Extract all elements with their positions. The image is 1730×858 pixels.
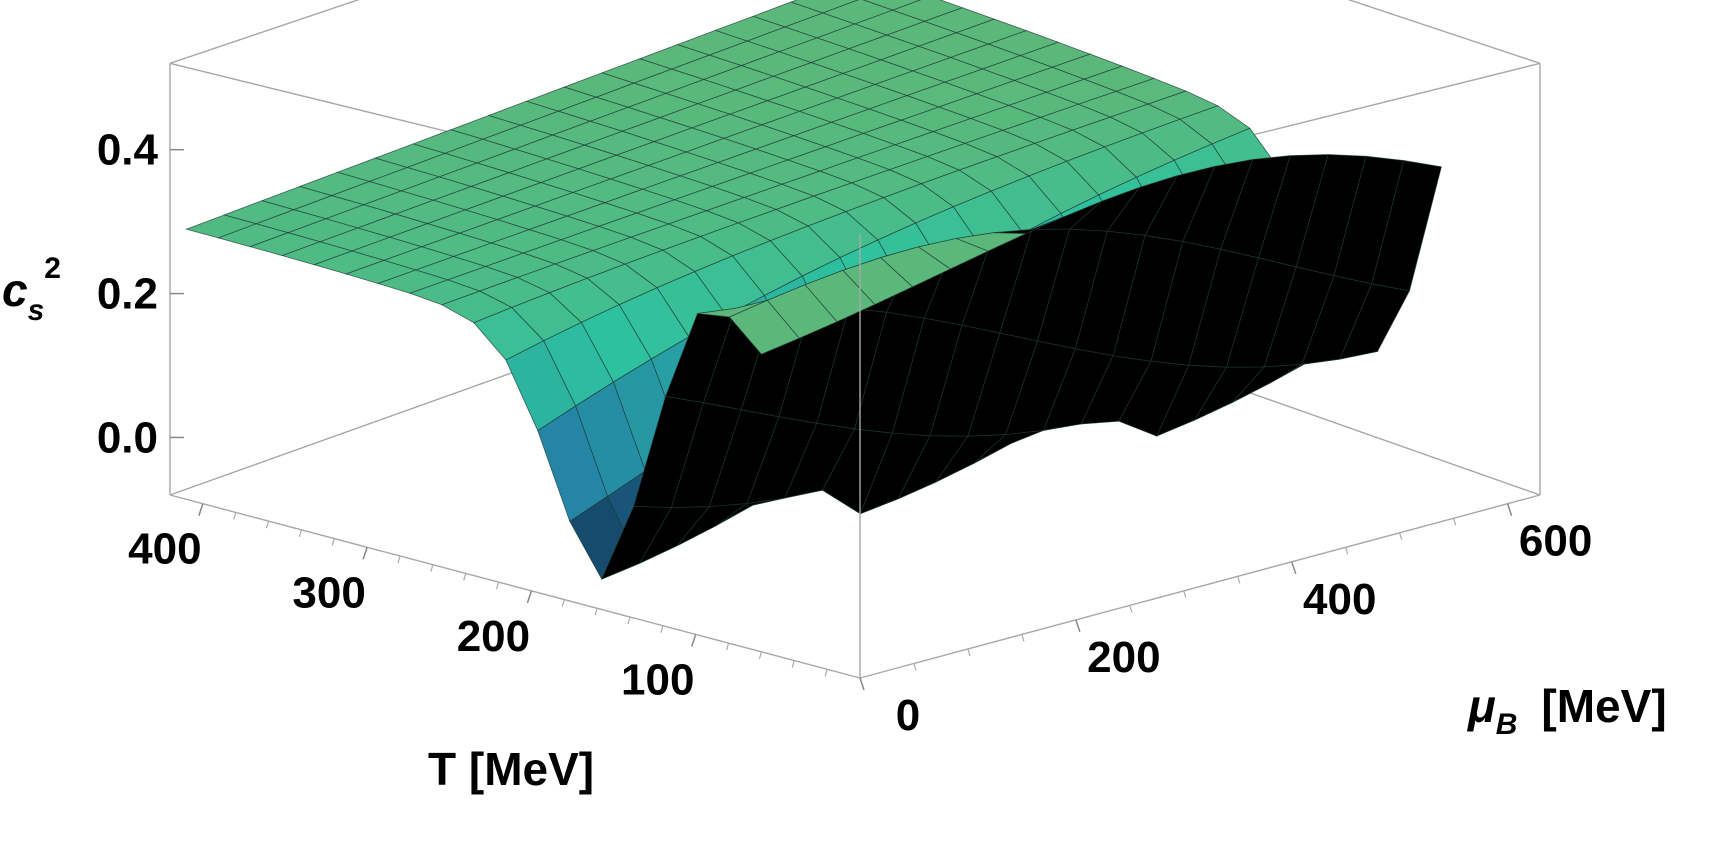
t-tick-mark bbox=[198, 503, 204, 516]
z-axis-title: cs2 bbox=[2, 252, 61, 327]
t-tick-label: 400 bbox=[128, 525, 201, 574]
t-minor-tick bbox=[824, 669, 828, 677]
z-tick-label: 0.2 bbox=[97, 270, 158, 319]
t-tick-label: 300 bbox=[292, 568, 365, 617]
t-minor-tick bbox=[791, 660, 795, 668]
t-tick-mark bbox=[691, 634, 697, 647]
surface-plot bbox=[185, 0, 1442, 580]
box-edge bbox=[169, 0, 360, 65]
mu-minor-tick bbox=[1129, 605, 1133, 613]
mu-minor-tick bbox=[913, 663, 917, 671]
mu-tick-mark bbox=[1075, 619, 1081, 633]
t-minor-tick bbox=[725, 642, 730, 651]
mu-tick-mark bbox=[1291, 561, 1297, 575]
mu-axis-title: μB [MeV] bbox=[1466, 680, 1667, 741]
mu-minor-tick bbox=[1399, 532, 1403, 540]
t-minor-tick bbox=[495, 581, 500, 590]
t-tick-mark bbox=[526, 590, 533, 604]
axis-ticks: 0.0 0.2 0.4 100 200 300 400 0 200 400 600 bbox=[97, 126, 1593, 740]
box-edge bbox=[169, 494, 861, 679]
t-minor-tick bbox=[660, 625, 664, 633]
mu-minor-tick bbox=[1183, 590, 1187, 599]
bounding-box-front bbox=[169, 63, 1541, 679]
box-edge bbox=[859, 494, 1541, 679]
t-minor-tick bbox=[233, 512, 237, 520]
mu-tick-label: 600 bbox=[1519, 517, 1592, 566]
t-minor-tick bbox=[397, 555, 401, 564]
z-tick-label: 0.0 bbox=[97, 413, 158, 462]
mu-minor-tick bbox=[967, 648, 971, 657]
t-minor-tick bbox=[594, 608, 598, 616]
t-tick-label: 100 bbox=[621, 655, 694, 704]
mu-minor-tick bbox=[1237, 576, 1241, 584]
t-minor-tick bbox=[298, 529, 303, 538]
t-minor-tick bbox=[265, 520, 270, 529]
mu-minor-tick bbox=[1345, 547, 1349, 555]
mu-tick-mark bbox=[859, 677, 865, 691]
mu-minor-tick bbox=[1453, 518, 1457, 526]
t-minor-tick bbox=[331, 538, 335, 546]
t-axis-title: T [MeV] bbox=[428, 743, 594, 795]
t-tick-label: 200 bbox=[457, 612, 530, 661]
mu-minor-tick bbox=[1021, 634, 1025, 642]
t-minor-tick bbox=[463, 573, 467, 581]
t-tick-mark bbox=[362, 547, 368, 560]
t-minor-tick bbox=[561, 599, 565, 607]
mu-tick-mark bbox=[1506, 503, 1513, 516]
box-edge bbox=[1347, 0, 1541, 65]
z-tick-label: 0.4 bbox=[97, 126, 159, 175]
mu-tick-label: 200 bbox=[1087, 633, 1160, 682]
t-minor-tick bbox=[430, 564, 434, 572]
mu-tick-label: 0 bbox=[896, 691, 920, 740]
surface-patch bbox=[728, 299, 800, 355]
t-minor-tick bbox=[758, 651, 763, 660]
t-minor-tick bbox=[627, 616, 631, 625]
mu-tick-label: 400 bbox=[1303, 575, 1376, 624]
